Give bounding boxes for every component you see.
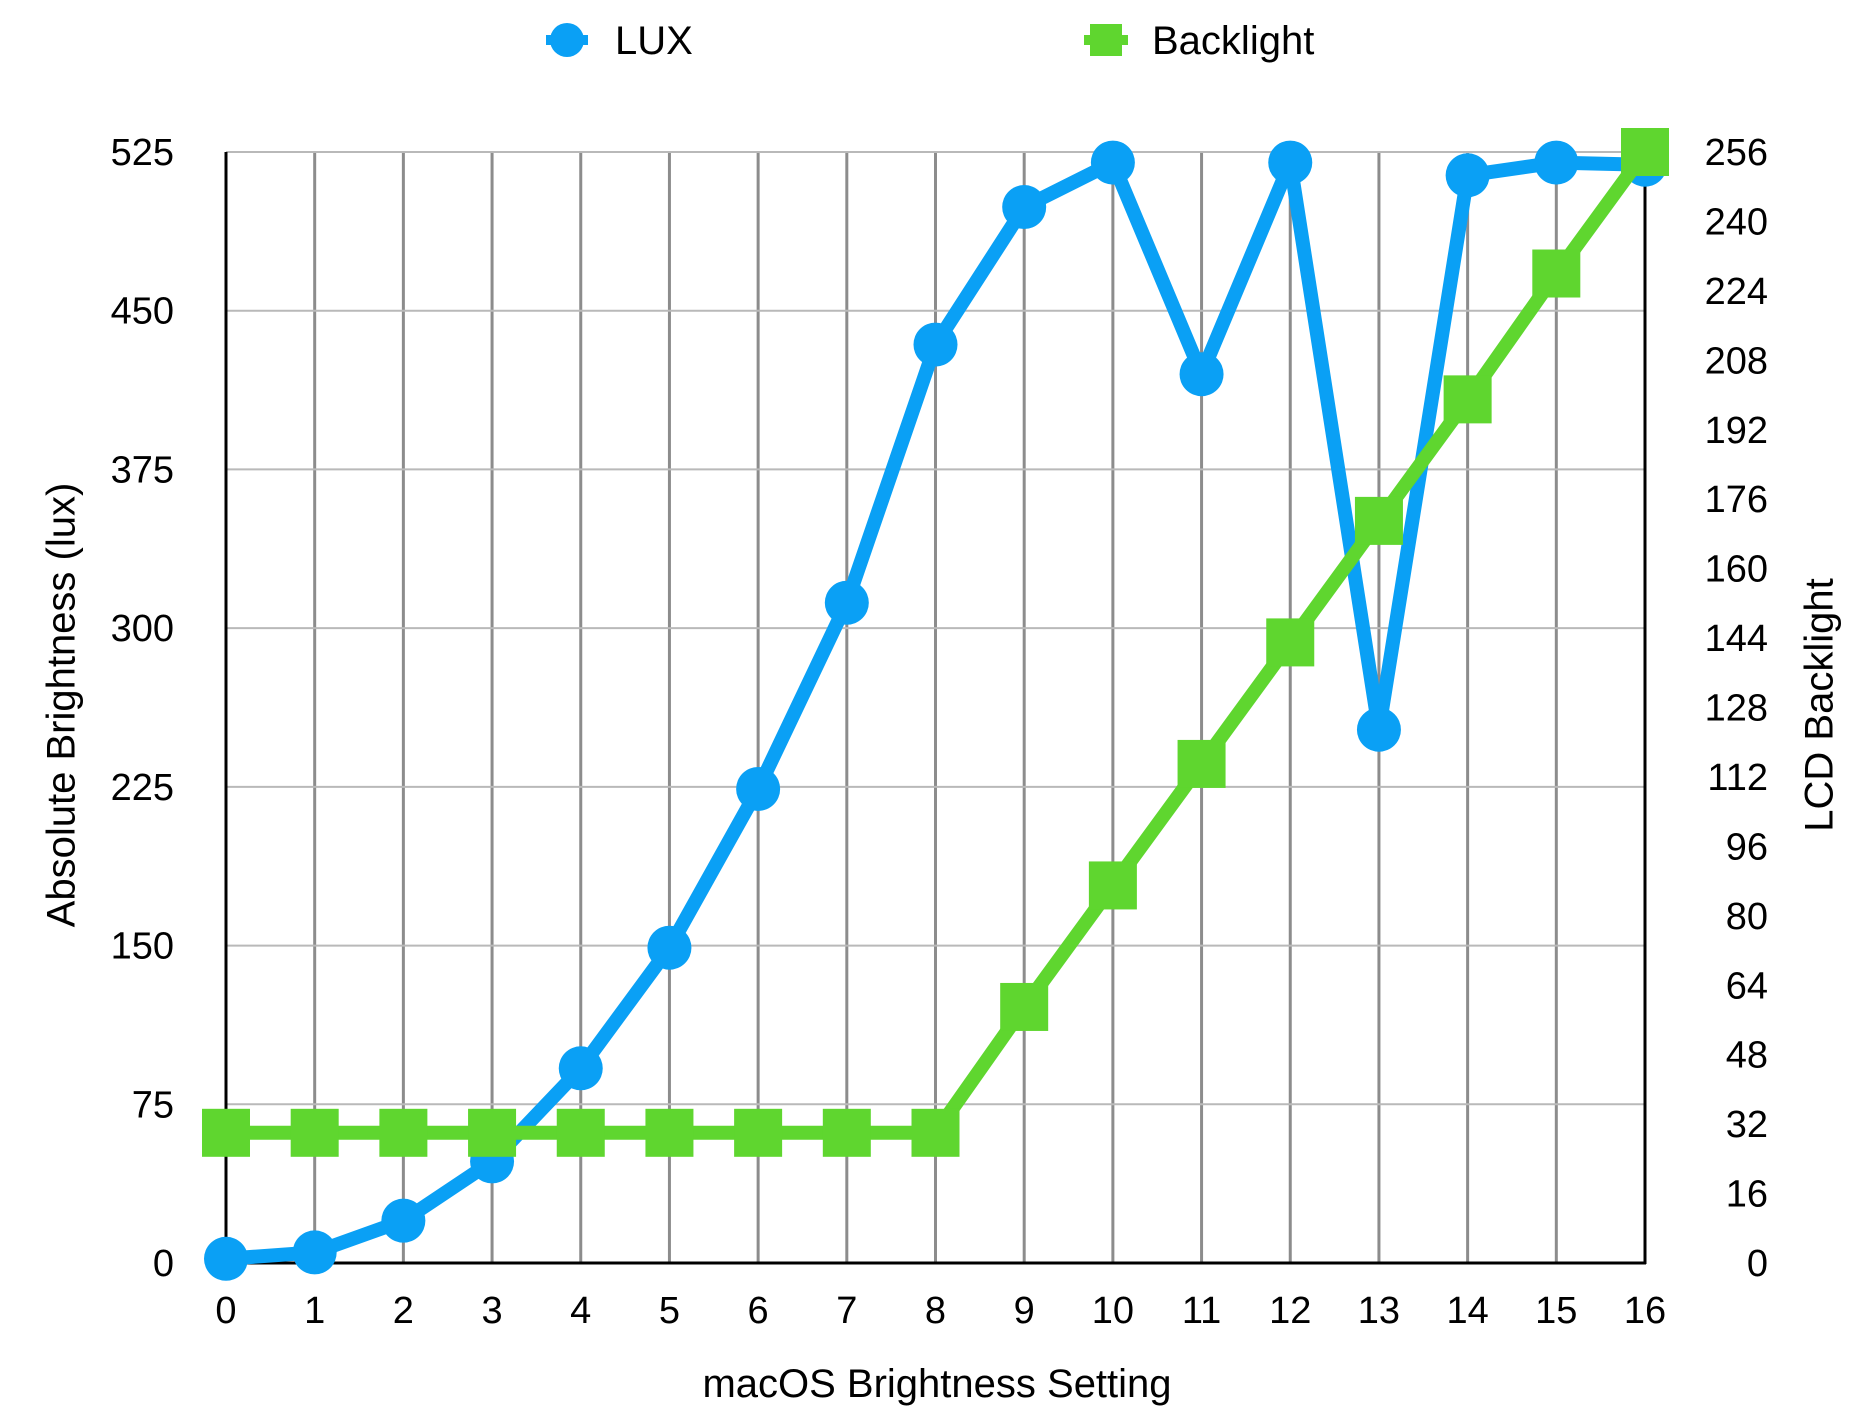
x-tick-label: 13: [1358, 1290, 1400, 1332]
data-point-backlight: [1177, 739, 1226, 788]
legend-item-lux: LUX: [546, 19, 693, 63]
data-point-lux: [1534, 140, 1579, 185]
data-point-backlight: [468, 1108, 517, 1157]
data-point-backlight: [734, 1108, 783, 1157]
y2-tick-label: 32: [1726, 1104, 1768, 1146]
legend-backlight-label: Backlight: [1152, 19, 1314, 63]
data-point-backlight: [1000, 982, 1049, 1031]
data-point-backlight: [1443, 375, 1492, 424]
y-tick-label: 0: [153, 1243, 174, 1285]
legend-item-backlight: Backlight: [1084, 19, 1314, 63]
x-axis-title: macOS Brightness Setting: [702, 1362, 1171, 1406]
y2-tick-label: 240: [1705, 201, 1768, 243]
y-tick-label: 450: [111, 291, 174, 333]
data-point-backlight: [911, 1108, 960, 1157]
y-tick-label: 300: [111, 608, 174, 650]
data-point-lux: [824, 580, 869, 625]
y2-tick-label: 16: [1726, 1174, 1768, 1216]
data-point-backlight: [1621, 128, 1669, 176]
x-tick-label: 8: [925, 1290, 946, 1332]
series: [202, 128, 1669, 1281]
x-tick-label: 0: [215, 1290, 236, 1332]
x-tick-label: 7: [836, 1290, 857, 1332]
data-point-backlight: [645, 1108, 694, 1157]
y2-tick-label: 48: [1726, 1035, 1768, 1077]
data-point-lux: [381, 1198, 426, 1243]
data-point-lux: [1090, 140, 1135, 185]
y2-tick-label: 224: [1705, 271, 1768, 313]
y-tick-label: 75: [132, 1084, 174, 1126]
y-tick-label: 225: [111, 767, 174, 809]
y2-tick-label: 64: [1726, 965, 1768, 1007]
data-point-lux: [558, 1046, 603, 1091]
y-tick-label: 525: [111, 132, 174, 174]
data-point-backlight: [1266, 618, 1315, 667]
data-point-backlight: [556, 1108, 605, 1157]
y2-tick-label: 256: [1705, 132, 1768, 174]
data-point-lux: [292, 1230, 337, 1275]
y-tick-label: 150: [111, 926, 174, 968]
y2-tick-label: 96: [1726, 826, 1768, 868]
legend-backlight-marker-icon: [1090, 24, 1122, 56]
axes: [224, 152, 1647, 1265]
y2-tick-label: 112: [1707, 757, 1768, 799]
data-point-lux: [736, 766, 781, 811]
data-point-backlight: [1354, 496, 1403, 545]
x-tick-label: 14: [1446, 1290, 1488, 1332]
x-tick-label: 6: [748, 1290, 769, 1332]
data-point-backlight: [1088, 861, 1137, 910]
data-point-lux: [913, 322, 958, 367]
grid-lines: [226, 151, 1645, 1263]
data-point-backlight: [822, 1108, 871, 1157]
x-tick-label: 15: [1535, 1290, 1577, 1332]
x-tick-label: 3: [481, 1290, 502, 1332]
y-tick-label: 375: [111, 449, 174, 491]
data-point-lux: [204, 1236, 248, 1281]
data-point-backlight: [379, 1108, 428, 1157]
data-point-lux: [1356, 707, 1401, 752]
legend: LUX Backlight: [546, 19, 1314, 63]
x-tick-label: 5: [659, 1290, 680, 1332]
y2-tick-label: 128: [1705, 688, 1768, 730]
y2-tick-label: 80: [1726, 896, 1768, 938]
data-point-backlight: [1532, 249, 1581, 298]
x-tick-label: 12: [1269, 1290, 1311, 1332]
y2-tick-label: 208: [1705, 340, 1768, 382]
x-tick-label: 10: [1092, 1290, 1134, 1332]
data-point-backlight: [290, 1108, 339, 1157]
y-axis-title: Absolute Brightness (lux): [40, 483, 84, 928]
data-point-lux: [1268, 140, 1313, 185]
x-tick-label: 4: [570, 1290, 591, 1332]
x-tick-label: 1: [304, 1290, 325, 1332]
y2-tick-label: 192: [1705, 410, 1768, 452]
data-point-backlight: [202, 1108, 250, 1157]
y2-tick-label: 176: [1705, 479, 1768, 521]
y2-tick-label: 160: [1705, 549, 1768, 591]
data-point-lux: [1002, 185, 1047, 230]
x-tick-label: 11: [1182, 1290, 1221, 1332]
tick-labels: 0 1 2 3 4 5 6 7 8 9 10 11 12 13 14 15 160751502253003754…: [111, 132, 1768, 1332]
x-tick-label: 16: [1624, 1290, 1666, 1332]
y2-tick-label: 144: [1705, 618, 1768, 660]
x-tick-label: 2: [393, 1290, 414, 1332]
legend-lux-marker-icon: [550, 23, 584, 57]
data-point-lux: [1179, 352, 1224, 397]
x-tick-label: 9: [1014, 1290, 1035, 1332]
data-point-lux: [1445, 153, 1490, 198]
data-point-lux: [647, 925, 692, 970]
legend-lux-label: LUX: [615, 19, 693, 63]
y2-axis-title: LCD Backlight: [1798, 578, 1842, 831]
y2-tick-label: 0: [1747, 1243, 1768, 1285]
